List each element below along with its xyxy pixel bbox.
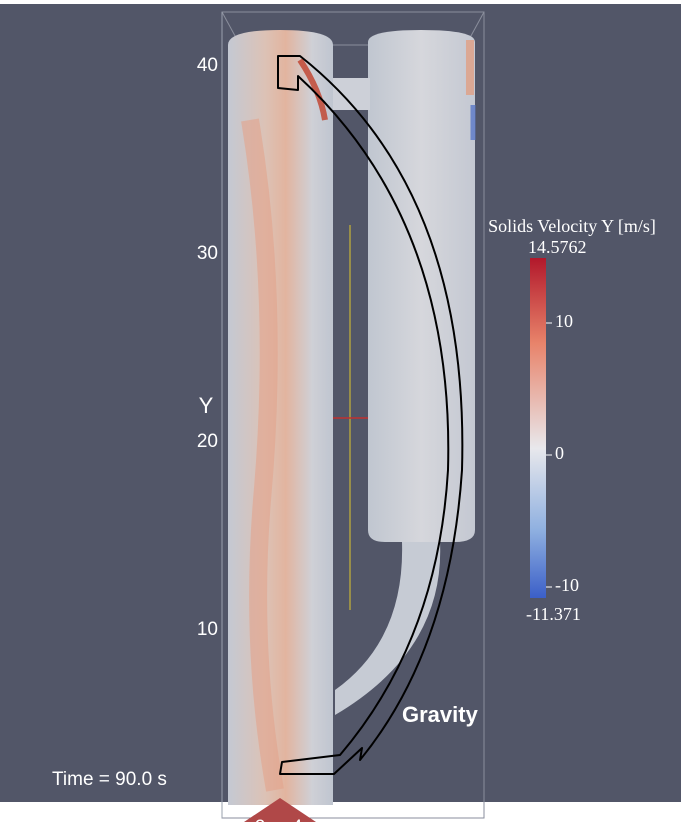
y-tick-label: 30: [197, 243, 218, 264]
time-label: Time = 90.0 s: [52, 769, 167, 790]
colorbar-min: -11.371: [526, 604, 581, 624]
x-tick-label: 2: [255, 817, 266, 829]
body: {"axes": {"y_label": "Y", "y_ticks": ["4…: [0, 0, 685, 829]
x-tick-label: 12: [436, 817, 457, 829]
gravity-label: Gravity: [402, 702, 479, 727]
colorbar: [530, 258, 546, 598]
x-tick-label: 6: [330, 817, 341, 829]
colorbar-title: Solids Velocity Y [m/s]: [488, 216, 656, 236]
x-tick-label: 10: [399, 817, 420, 829]
colorbar-max: 14.5762: [528, 237, 587, 257]
riser-column: [228, 30, 333, 805]
y-tick-label: 20: [197, 431, 218, 452]
x-tick-label: 0: [217, 817, 228, 829]
page: html, body { margin: 0; padding: 0; back…: [0, 0, 685, 829]
x-tick-labels: 0 2 4 6 8 10 12 14: [217, 817, 495, 829]
cyclone-column: [368, 30, 475, 542]
colorbar-tick-label: 10: [555, 311, 573, 331]
x-tick-label: 14: [473, 817, 495, 829]
background: [0, 4, 681, 802]
y-axis-label: Y: [199, 393, 214, 418]
y-tick-label: 40: [197, 55, 218, 76]
x-tick-label: 4: [292, 817, 303, 829]
colorbar-tick-label: 0: [555, 443, 564, 463]
colorbar-tick-label: -10: [555, 575, 579, 595]
render-view: 40 30 20 10 0 Y 0 2 4 6 8 10 12 14 Solid…: [0, 0, 685, 829]
x-tick-label: 8: [367, 817, 378, 829]
y-tick-label: 10: [197, 619, 218, 640]
